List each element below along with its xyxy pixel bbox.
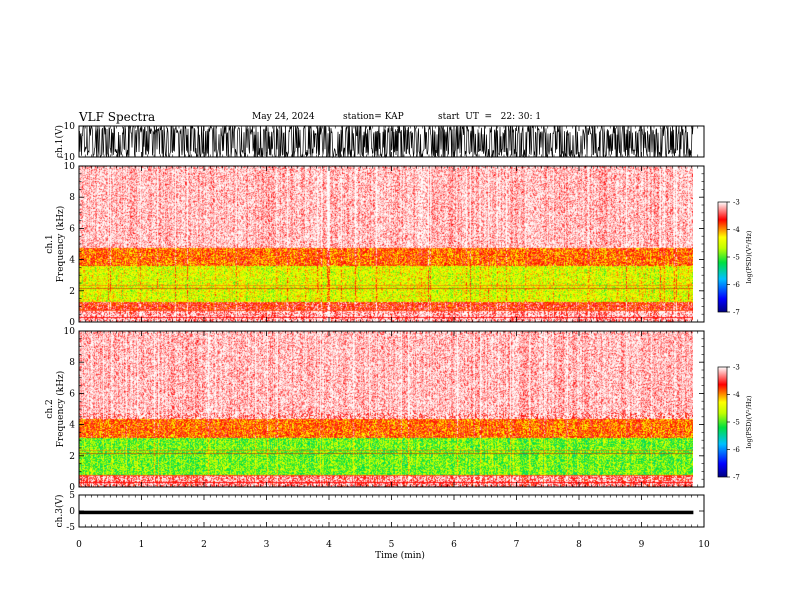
y-tick-label: 6 bbox=[69, 389, 75, 399]
x-tick-label: 5 bbox=[389, 540, 395, 550]
colorbar-tick-label: -3 bbox=[733, 199, 740, 207]
y-tick-label: 0 bbox=[69, 318, 75, 328]
x-tick-label: 6 bbox=[451, 540, 457, 550]
x-tick-label: 2 bbox=[201, 540, 207, 550]
y-tick-label: -10 bbox=[61, 153, 76, 163]
y-tick-label: 10 bbox=[64, 122, 76, 132]
y-tick-label: 2 bbox=[69, 287, 75, 297]
y-tick-label: 6 bbox=[69, 224, 75, 234]
x-tick-label: 3 bbox=[264, 540, 270, 550]
colorbar-label: log(PSD)(V²/Hz) bbox=[745, 395, 753, 448]
colorbar-tick-label: -6 bbox=[733, 281, 740, 289]
colorbar-label: log(PSD)(V²/Hz) bbox=[745, 230, 753, 283]
colorbar-tick-label: -4 bbox=[733, 391, 740, 399]
y-tick-label: 10 bbox=[64, 327, 76, 337]
x-tick-label: 8 bbox=[576, 540, 582, 550]
ch2-spectrogram-image bbox=[79, 331, 693, 487]
ch3-y-axis-label: ch.3(V) bbox=[54, 495, 65, 528]
x-tick-label: 0 bbox=[76, 540, 82, 550]
y-axis-label-channel: ch.1 bbox=[45, 234, 55, 253]
y-axis-label-channel: ch.2 bbox=[45, 399, 55, 418]
x-tick-label: 7 bbox=[514, 540, 520, 550]
ch1-colorbar bbox=[717, 201, 728, 313]
ch2-colorbar bbox=[717, 366, 728, 478]
ch1-y-axis-label: ch.1(V) bbox=[54, 125, 65, 158]
y-tick-label: 0 bbox=[69, 507, 75, 517]
y-tick-label: -5 bbox=[66, 523, 75, 533]
colorbar-tick-label: -5 bbox=[733, 254, 740, 262]
colorbar-tick-label: -3 bbox=[733, 364, 740, 372]
x-tick-label: 10 bbox=[698, 540, 710, 550]
y-tick-label: 8 bbox=[69, 193, 75, 203]
y-tick-label: 8 bbox=[69, 358, 75, 368]
date-label: May 24, 2024 bbox=[252, 112, 315, 122]
y-tick-label: 10 bbox=[64, 162, 76, 172]
x-axis-label: Time (min) bbox=[375, 550, 425, 561]
ch1-spectrogram-image bbox=[79, 166, 693, 322]
x-tick-label: 4 bbox=[326, 540, 332, 550]
colorbar-tick-label: -5 bbox=[733, 419, 740, 427]
x-tick-label: 1 bbox=[139, 540, 145, 550]
y-tick-label: 0 bbox=[69, 483, 75, 493]
y-axis-label-frequency: Frequency (kHz) bbox=[55, 371, 66, 448]
colorbar-tick-label: -4 bbox=[733, 226, 740, 234]
ch3-waveform-band bbox=[79, 510, 694, 515]
y-tick-label: 4 bbox=[69, 421, 75, 431]
y-axis-label-frequency: Frequency (kHz) bbox=[55, 206, 66, 283]
station-label: station= KAP bbox=[343, 112, 404, 122]
y-tick-label: 2 bbox=[69, 452, 75, 462]
colorbar-tick-label: -7 bbox=[733, 474, 740, 482]
figure-title: VLF Spectra bbox=[79, 110, 156, 124]
y-tick-label: 4 bbox=[69, 256, 75, 266]
start-time-label: start UT = 22: 30: 1 bbox=[438, 112, 542, 122]
colorbar-tick-label: -7 bbox=[733, 309, 740, 317]
colorbar-tick-label: -6 bbox=[733, 446, 740, 454]
y-tick-label: 5 bbox=[69, 491, 75, 501]
x-tick-label: 9 bbox=[639, 540, 645, 550]
